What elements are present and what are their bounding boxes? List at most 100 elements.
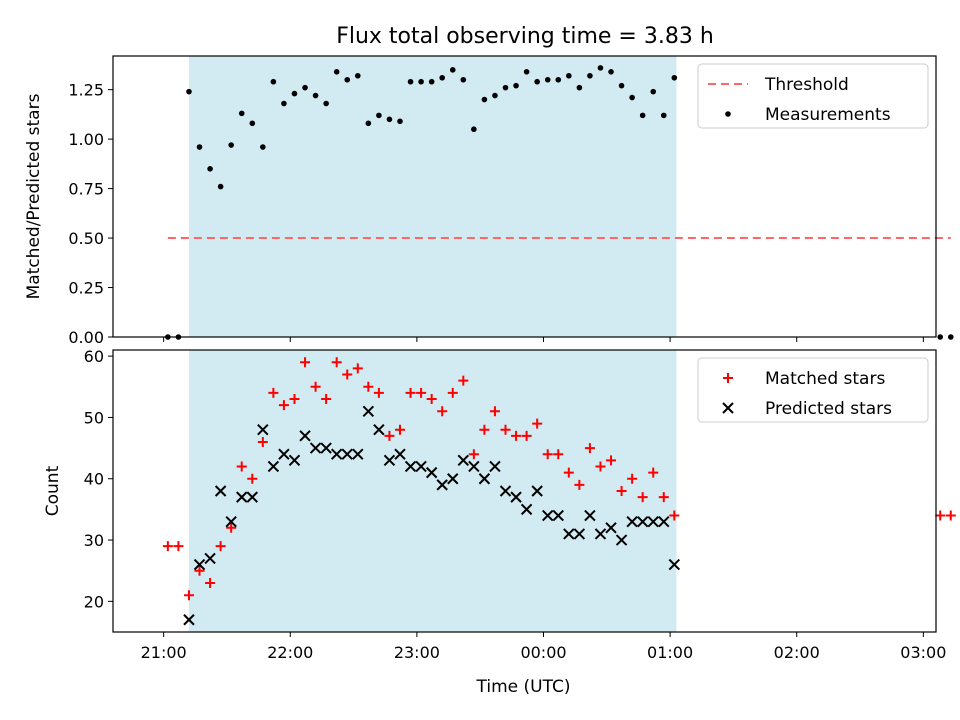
matched-star-point <box>500 424 511 435</box>
predicted-star-point <box>225 515 237 528</box>
x-tick-label: 21:00 <box>141 643 187 662</box>
matched-star-point <box>331 357 342 368</box>
predicted-star-point <box>236 491 248 503</box>
matched-star-point <box>574 479 585 490</box>
predicted-star-point <box>478 473 491 485</box>
predicted-star-point <box>330 448 343 460</box>
matched-star-point <box>268 387 279 398</box>
measurement-point <box>555 76 562 83</box>
matched-star-point <box>669 510 680 521</box>
measurement-point <box>618 82 625 89</box>
measurement-point <box>492 92 498 99</box>
predicted-star-point <box>425 466 438 479</box>
predicted-star-point <box>584 509 596 522</box>
axes-frame <box>112 349 937 633</box>
predicted-star-point <box>320 442 332 454</box>
measurement-point <box>376 112 382 119</box>
legend-measurement-label: Measurements <box>765 105 891 125</box>
matched-star-point <box>595 461 606 472</box>
predicted-star-point <box>394 448 406 460</box>
predicted-star-point <box>447 473 459 485</box>
matched-star-point <box>658 492 669 503</box>
predicted-star-point <box>288 454 301 467</box>
matched-star-point <box>606 455 617 466</box>
y-tick-label: 0.75 <box>68 180 104 199</box>
y-tick-label: 1.00 <box>68 130 104 149</box>
measurement-point <box>513 82 519 89</box>
matched-star-point <box>342 369 353 380</box>
matched-star-point <box>194 565 205 576</box>
matched-star-point <box>447 387 458 398</box>
predicted-star-point <box>383 454 396 467</box>
measurement-point <box>344 76 351 83</box>
predicted-star-point <box>615 534 628 546</box>
measurement-point <box>502 84 509 91</box>
matched-star-point <box>637 492 648 503</box>
matched-star-point <box>257 436 268 447</box>
matched-star-point <box>226 522 237 533</box>
predicted-star-point <box>362 405 375 418</box>
predicted-star-point <box>468 460 480 473</box>
measurement-point <box>576 84 583 91</box>
legend-measurement-swatch <box>725 111 731 117</box>
matched-star-point <box>405 387 416 398</box>
measurement-point <box>196 144 203 150</box>
predicted-star-point <box>257 423 269 436</box>
predicted-star-point <box>542 509 554 522</box>
matched-star-point <box>627 473 638 484</box>
measurement-point <box>217 183 224 190</box>
x-tick-label: 02:00 <box>774 643 820 662</box>
predicted-star-point <box>204 552 216 565</box>
measurement-point <box>439 74 446 81</box>
predicted-star-point <box>531 485 543 497</box>
measurement-point <box>650 88 657 95</box>
matched-star-point <box>542 449 553 460</box>
measurement-point <box>629 94 635 101</box>
predicted-star-point <box>647 515 659 528</box>
measurement-point <box>481 96 488 103</box>
y-tick-label: 0.00 <box>68 328 104 347</box>
predicted-star-point <box>573 528 586 540</box>
predicted-star-point <box>636 515 649 528</box>
legend-threshold-label: Threshold <box>764 75 849 95</box>
measurement-point <box>660 112 667 119</box>
y-tick-label: 0.25 <box>68 279 104 298</box>
matched-star-point <box>247 473 258 484</box>
y-tick-label: 0.50 <box>68 229 104 248</box>
measurement-point <box>639 112 646 119</box>
x-tick-label: 22:00 <box>267 643 313 662</box>
measurement-point <box>523 69 530 75</box>
x-tick-label: 01:00 <box>647 643 693 662</box>
matched-star-point <box>321 394 332 405</box>
x-axis-label: Time (UTC) <box>476 677 571 697</box>
legend-box <box>697 357 929 423</box>
measurement-point <box>238 110 245 117</box>
measurement-point <box>449 67 456 73</box>
measurement-point <box>597 65 604 71</box>
matched-star-point <box>373 387 384 398</box>
matched-star-point <box>162 541 173 552</box>
measurement-point <box>937 334 944 340</box>
measurement-point <box>418 78 424 85</box>
predicted-star-point <box>267 460 280 473</box>
legend-predicted-label: Predicted stars <box>765 399 892 419</box>
legend-predicted-swatch <box>722 402 734 414</box>
matched-star-point <box>289 394 300 405</box>
predicted-star-point <box>626 515 638 528</box>
predicted-star-point <box>457 454 470 467</box>
x-tick-label: 23:00 <box>394 643 440 662</box>
measurement-point <box>671 74 678 81</box>
measurement-point <box>397 118 403 125</box>
predicted-star-point <box>352 448 364 460</box>
y-tick-label: 40 <box>84 470 104 489</box>
matched-star-point <box>278 400 289 411</box>
matched-star-point <box>458 375 469 386</box>
measurement-point <box>608 69 614 75</box>
predicted-star-point <box>415 460 427 473</box>
y-tick-label: 60 <box>84 347 104 366</box>
observing-window-shade <box>188 350 677 632</box>
matched-star-point <box>553 449 564 460</box>
measurement-point <box>471 126 477 133</box>
y-tick-label: 30 <box>84 531 104 550</box>
